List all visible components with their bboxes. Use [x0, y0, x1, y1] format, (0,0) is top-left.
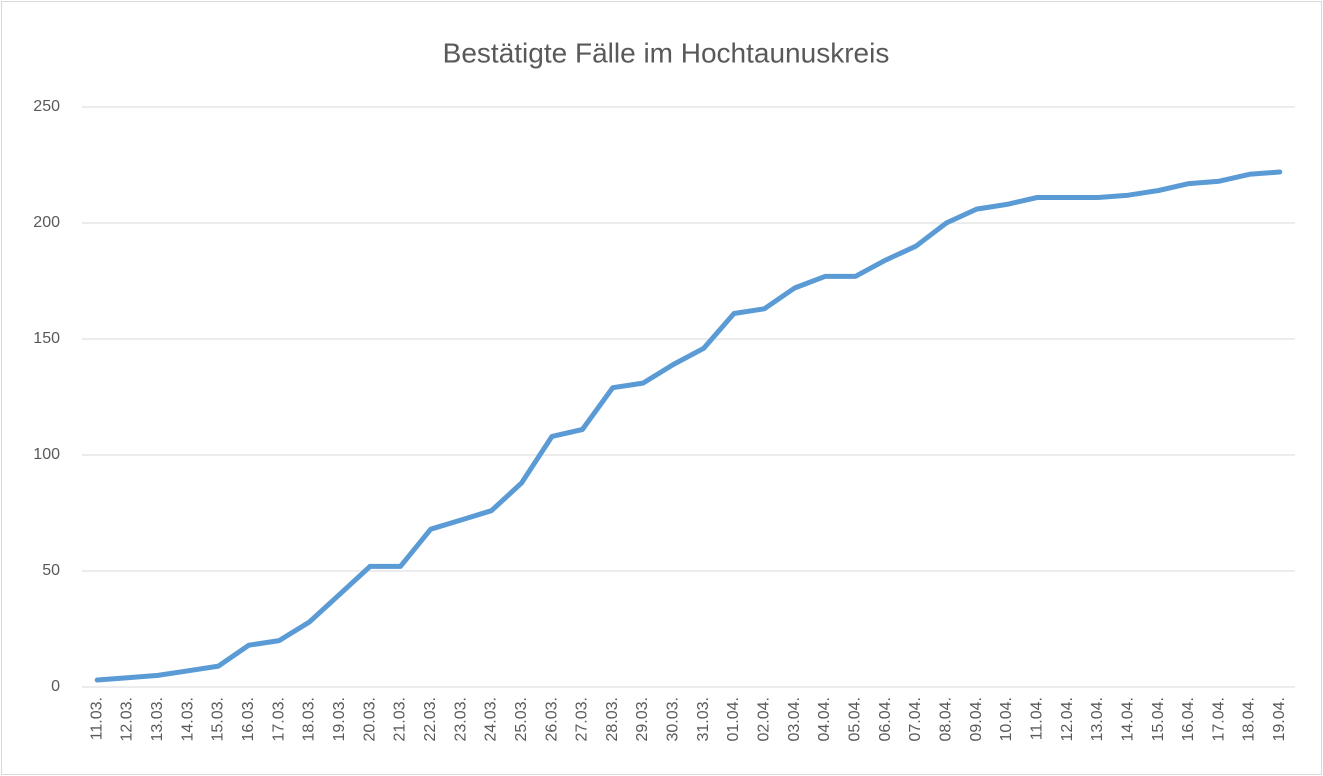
x-tick-label: 17.03. [270, 697, 287, 741]
y-tick-label: 50 [42, 562, 60, 579]
x-tick-label: 11.04. [1028, 697, 1045, 740]
x-tick-label: 29.03. [634, 697, 651, 741]
y-tick-label: 0 [51, 678, 60, 695]
x-tick-label: 14.03. [179, 697, 196, 741]
x-tick-label: 30.03. [665, 697, 682, 741]
x-tick-label: 27.03. [574, 697, 591, 741]
x-tick-label: 04.04. [816, 697, 833, 741]
x-tick-label: 13.03. [149, 697, 166, 741]
x-tick-label: 22.03. [422, 697, 439, 741]
x-tick-label: 26.03. [543, 697, 560, 741]
x-tick-label: 09.04. [968, 697, 985, 741]
x-tick-label: 13.04. [1089, 697, 1106, 741]
y-tick-label: 150 [33, 330, 60, 347]
x-tick-label: 19.04. [1271, 697, 1288, 741]
x-tick-label: 01.04. [725, 697, 742, 741]
x-tick-label: 07.04. [907, 697, 924, 741]
x-tick-label: 16.03. [240, 697, 257, 741]
x-tick-label: 12.04. [1059, 697, 1076, 741]
x-tick-label: 11.03. [88, 697, 105, 740]
x-tick-label: 18.04. [1241, 697, 1258, 741]
y-tick-label: 250 [33, 98, 60, 115]
x-tick-label: 23.03. [452, 697, 469, 741]
x-tick-label: 02.04. [756, 697, 773, 741]
x-tick-label: 31.03. [695, 697, 712, 741]
data-line [94, 169, 1283, 683]
x-tick-label: 24.03. [483, 697, 500, 741]
x-tick-label: 28.03. [604, 697, 621, 741]
x-tick-label: 08.04. [937, 697, 954, 741]
chart-title: Bestätigte Fälle im Hochtaunuskreis [443, 37, 890, 68]
y-tick-label: 200 [33, 214, 60, 231]
x-tick-label: 03.04. [786, 697, 803, 741]
x-tick-label: 12.03. [119, 697, 136, 741]
x-tick-label: 06.04. [877, 697, 894, 741]
x-tick-label: 14.04. [1119, 697, 1136, 741]
x-tick-label: 25.03. [513, 697, 530, 741]
x-tick-label: 15.03. [210, 697, 227, 741]
x-tick-label: 16.04. [1180, 697, 1197, 741]
x-tick-label: 05.04. [847, 697, 864, 741]
x-tick-label: 17.04. [1210, 697, 1227, 741]
y-tick-label: 100 [33, 446, 60, 463]
x-tick-label: 21.03. [392, 697, 409, 741]
x-tick-label: 18.03. [301, 697, 318, 741]
x-tick-label: 20.03. [361, 697, 378, 741]
x-tick-label: 15.04. [1150, 697, 1167, 741]
x-tick-label: 10.04. [998, 697, 1015, 741]
x-tick-label: 19.03. [331, 697, 348, 741]
